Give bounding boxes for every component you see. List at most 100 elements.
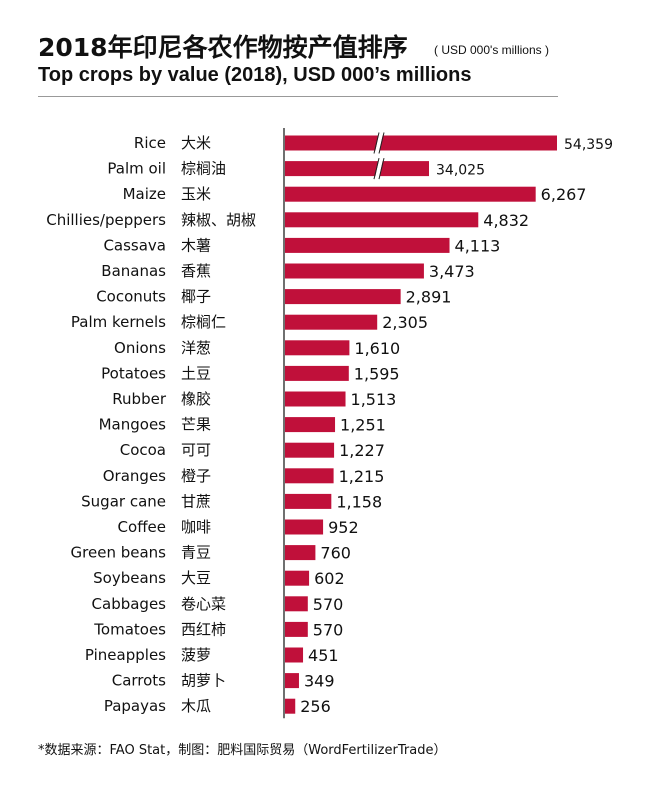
data-label: 2,891 [406,288,452,307]
data-label: 570 [313,595,344,614]
category-label-en: Cabbages [92,595,167,613]
bar [285,698,296,714]
axis-break-gap [375,159,383,179]
data-label: 1,227 [339,441,385,460]
bar [285,365,349,381]
category-label-cn: 玉米 [181,185,211,203]
category-label-cn: 棕榈仁 [181,313,226,331]
data-label: 4,832 [483,211,529,230]
category-label-en: Tomatoes [93,620,166,638]
bar [285,545,316,561]
category-label-en: Coconuts [96,288,166,306]
category-label-en: Cassava [103,236,166,254]
data-label: 570 [313,620,344,639]
category-label-cn: 辣椒、胡椒 [181,211,256,229]
data-label: 349 [304,672,335,691]
bar [285,519,324,535]
category-label-cn: 西红柿 [181,620,226,638]
category-label-cn: 土豆 [181,364,211,382]
category-label-cn: 椰子 [181,288,211,306]
category-label-en: Potatoes [101,364,166,382]
bar [285,442,335,458]
data-label: 451 [308,646,339,665]
category-label-en: Green beans [71,544,167,562]
bar [285,621,308,637]
data-label: 952 [328,518,359,537]
category-label-en: Rice [134,134,166,152]
bar [285,468,334,484]
category-label-en: Rubber [112,390,167,408]
category-label-en: Mangoes [99,416,167,434]
category-label-en: Palm oil [107,160,166,178]
category-label-cn: 咖啡 [181,518,211,536]
category-label-en: Papayas [104,697,166,715]
category-label-cn: 香蕉 [181,262,211,280]
category-label-cn: 橡胶 [181,390,211,408]
category-label-en: Sugar cane [81,492,166,510]
category-label-en: Oranges [103,467,166,485]
category-label-en: Chillies/peppers [46,211,166,229]
category-label-cn: 橙子 [181,467,211,485]
data-label: 1,251 [340,416,386,435]
source-footnote: *数据来源：FAO Stat，制图：肥料国际贸易（WordFertilizerT… [38,743,447,758]
category-label-cn: 菠萝 [181,646,211,664]
data-label: 602 [314,569,345,588]
category-label-en: Coffee [118,518,166,536]
category-label-cn: 洋葱 [181,339,211,357]
data-label: 1,158 [336,492,382,511]
category-label-en: Carrots [112,672,166,690]
data-label: 54,359 [564,137,613,153]
bar [285,289,401,305]
bar [285,570,310,586]
bar [285,340,350,356]
category-label-cn: 木薯 [181,236,211,254]
bar [285,314,378,330]
category-label-en: Cocoa [120,441,166,459]
category-label-en: Palm kernels [71,313,166,331]
bar [285,212,479,228]
category-label-cn: 大米 [181,134,211,152]
category-label-cn: 可可 [181,441,211,459]
axis-break-gap [375,133,383,153]
bar [285,161,429,177]
category-label-en: Maize [123,185,166,203]
category-label-cn: 青豆 [181,544,211,562]
category-label-cn: 大豆 [181,569,211,587]
bar [285,237,450,253]
data-label: 1,513 [351,390,397,409]
category-label-cn: 木瓜 [181,697,211,715]
category-label-cn: 芒果 [181,416,211,434]
data-label: 6,267 [541,185,587,204]
data-label: 34,025 [436,163,485,179]
bar [285,391,346,407]
title-divider [38,96,558,97]
data-label: 1,215 [339,467,385,486]
bar [285,263,424,279]
category-label-en: Onions [114,339,166,357]
bar [285,186,536,202]
category-label-cn: 棕榈油 [181,160,226,178]
axis-break-mark [373,132,380,154]
bar [285,673,299,689]
chart-title-unit: ( USD 000's millions ) [434,43,549,57]
chart-title-en: Top crops by value (2018), USD 000’s mil… [38,64,472,86]
category-label-en: Soybeans [93,569,166,587]
bar [285,596,308,612]
data-label: 2,305 [382,313,428,332]
axis-break-mark [373,157,380,180]
data-label: 4,113 [455,236,501,255]
category-label-cn: 甘蔗 [181,492,211,510]
axis-break-mark [378,157,385,180]
data-label: 1,595 [354,364,400,383]
chart-title-cn: 2018年印尼各农作物按产值排序 [38,33,408,62]
category-label-cn: 胡萝卜 [181,672,226,690]
bar [285,493,332,509]
axis-break-mark [378,132,385,154]
bar [285,417,336,433]
category-label-en: Pineapples [85,646,166,664]
bar [285,135,557,151]
data-label: 3,473 [429,262,475,281]
category-label-cn: 卷心菜 [181,595,226,613]
data-label: 256 [300,697,331,716]
